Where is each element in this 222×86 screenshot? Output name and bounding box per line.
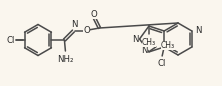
Text: Cl: Cl	[6, 36, 15, 44]
Text: N: N	[141, 46, 148, 55]
Text: N: N	[71, 20, 78, 28]
Text: N: N	[195, 26, 201, 34]
Text: O: O	[90, 10, 97, 19]
Text: NH₂: NH₂	[57, 55, 74, 63]
Text: Cl: Cl	[158, 60, 166, 69]
Text: O: O	[83, 26, 90, 35]
Text: Cl: Cl	[6, 36, 15, 44]
Text: CH₃: CH₃	[161, 41, 175, 50]
Text: CH₃: CH₃	[142, 38, 156, 47]
Text: N: N	[132, 34, 139, 44]
